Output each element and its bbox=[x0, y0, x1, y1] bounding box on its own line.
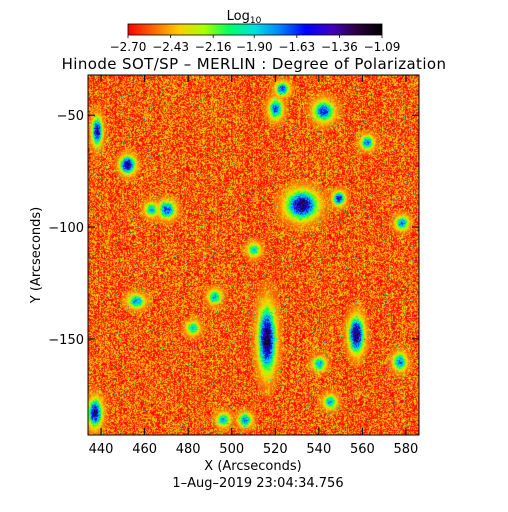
colorbar-tick-label: −1.63 bbox=[278, 40, 315, 54]
colorbar-ticks: −2.70 −2.43 −2.16 −1.90 −1.63 −1.36 −1.09 bbox=[110, 35, 401, 54]
y-tick-label: −50 bbox=[57, 109, 84, 124]
x-tick-label: 520 bbox=[263, 442, 288, 457]
colorbar-tick-label: −1.36 bbox=[321, 40, 358, 54]
colorbar-tick-label: −2.16 bbox=[195, 40, 232, 54]
colorbar bbox=[127, 23, 383, 36]
y-tick-label: −150 bbox=[48, 333, 84, 348]
chart-title: Hinode SOT/SP – MERLIN : Degree of Polar… bbox=[62, 55, 447, 73]
colorbar-tick-label: −1.09 bbox=[364, 40, 401, 54]
x-tick-label: 460 bbox=[132, 442, 157, 457]
colorbar-tick-label: −2.70 bbox=[110, 40, 147, 54]
polarization-heatmap bbox=[88, 75, 419, 435]
y-axis: −50 −100 −150 bbox=[48, 109, 419, 348]
colorbar-tick-label: −2.43 bbox=[152, 40, 189, 54]
x-tick-label: 560 bbox=[350, 442, 375, 457]
y-tick-label: −100 bbox=[48, 221, 84, 236]
y-axis-label: Y (Arcseconds) bbox=[29, 207, 44, 304]
x-axis: 440 460 480 500 520 540 560 580 bbox=[89, 75, 419, 457]
colorbar-title: Log10 bbox=[227, 9, 262, 26]
plot-frame bbox=[87, 74, 420, 436]
x-tick-label: 540 bbox=[306, 442, 331, 457]
x-axis-label: X (Arcseconds) bbox=[204, 459, 301, 474]
x-tick-label: 480 bbox=[176, 442, 201, 457]
x-tick-label: 580 bbox=[394, 442, 419, 457]
x-tick-label: 440 bbox=[89, 442, 114, 457]
timestamp: 1–Aug–2019 23:04:34.756 bbox=[172, 476, 343, 491]
x-tick-label: 500 bbox=[219, 442, 244, 457]
colorbar-tick-label: −1.90 bbox=[236, 40, 273, 54]
